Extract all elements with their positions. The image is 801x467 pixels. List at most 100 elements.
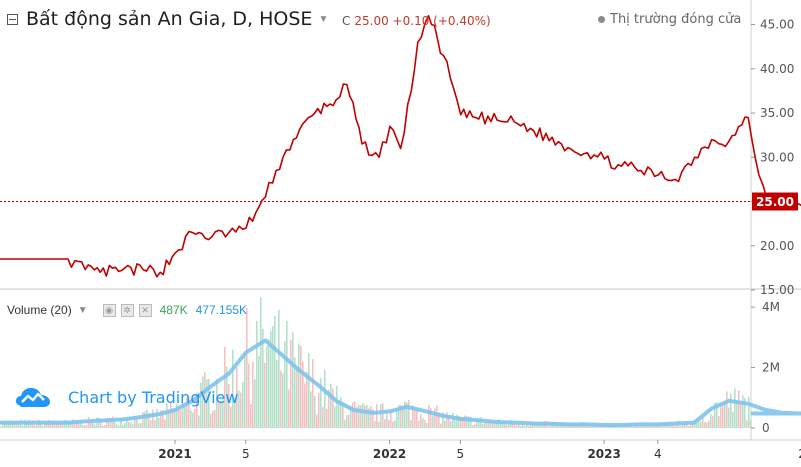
volume-label[interactable]: Volume (20) [7,303,72,317]
volume-bar [160,410,162,428]
volume-bar [434,408,436,428]
volume-bar [468,416,470,428]
volume-bar [404,401,406,428]
volume-bar [684,423,686,428]
volume-ma-value: 477.155K [195,303,248,317]
volume-bar [742,395,744,428]
volume-bar [176,403,178,428]
volume-bar [96,417,98,428]
chevron-down-icon[interactable]: ▼ [318,13,329,25]
volume-bar [300,345,302,428]
volume-bar [266,345,268,428]
close-icon[interactable]: ✕ [138,303,152,317]
volume-bar [30,423,32,428]
volume-bar [712,415,714,428]
volume-bar [320,378,322,428]
volume-bar [416,410,418,428]
symbol-legend[interactable]: Bất động sản An Gia, D, HOSE ▼ [7,8,328,30]
volume-bar [432,415,434,428]
price-axis[interactable]: 15.00 20.00 25.00 30.00 35.00 40.00 45.00 [751,18,794,297]
volume-bar [18,421,20,428]
volume-bar [472,425,474,428]
volume-bar [368,408,370,428]
gear-icon[interactable]: ✲ [120,303,134,317]
volume-bar [412,405,414,428]
volume-bar [342,402,344,428]
volume-legend[interactable]: Volume (20) ▼ ◉ ✲ ✕ 487K 477.155K [7,303,247,317]
collapse-icon[interactable] [7,13,18,25]
volume-bar [200,382,202,428]
volume-bar [318,392,320,428]
volume-bar [486,420,488,428]
volume-bar [512,423,514,428]
volume-bar [706,422,708,428]
chevron-down-icon[interactable]: ▼ [77,304,88,316]
volume-bar [298,343,300,428]
volume-bar [520,425,522,428]
volume-bar [230,406,232,428]
volume-bar [178,409,180,428]
volume-bar [44,422,46,428]
volume-bar [548,426,550,428]
volume-bar [36,423,38,428]
tradingview-logo-icon [16,388,50,407]
volume-bar [602,426,604,428]
volume-bar [220,400,222,428]
volume-bar [270,330,272,428]
volume-bar [458,415,460,428]
volume-bar [406,402,408,428]
time-tick-label: 5 [242,447,250,461]
volume-bar [314,395,316,428]
volume-bar [562,425,564,428]
volume-bar [740,404,742,428]
volume-bar [180,409,182,428]
time-tick-label: 2021 [158,447,191,461]
eye-icon[interactable]: ◉ [102,303,116,317]
volume-bar [518,423,520,428]
volume-bar [174,411,176,428]
volume-bar [622,426,624,428]
volume-bar [108,418,110,428]
symbol-title[interactable]: Bất động sản An Gia, D, HOSE [26,8,313,30]
volume-bar [730,393,732,428]
volume-bar [42,425,44,428]
volume-bar [340,397,342,428]
volume-bar [632,426,634,428]
volume-bar [218,402,220,428]
volume-bar [234,397,236,428]
volume-bar [306,372,308,428]
volume-bar [124,423,126,428]
volume-bar [460,416,462,428]
volume-bar [90,420,92,428]
volume-bar [726,391,728,428]
market-status-text: Thị trường đóng cửa [610,12,742,27]
volume-bar [504,421,506,428]
volume-axis[interactable]: 0 2M 4M [751,300,780,435]
volume-bar [254,379,256,428]
volume-bar [138,423,140,428]
volume-bar [532,422,534,428]
volume-bar [98,417,100,428]
volume-bar [132,424,134,428]
volume-bar [304,383,306,428]
volume-bar [698,418,700,428]
volume-bar [294,357,296,428]
time-axis[interactable]: 2021 5 2022 5 2023 4 20 [158,440,801,461]
volume-bar [380,404,382,428]
volume-bar [50,423,52,428]
volume-bar [732,411,734,428]
volume-bar [272,325,274,428]
volume-bar [708,420,710,428]
volume-bar [346,414,348,428]
quote-close-label: C [342,14,351,28]
volume-bar [222,397,224,428]
volume-bar [344,419,346,428]
volume-bar [198,415,200,428]
volume-bar [444,420,446,428]
volume-bar [456,414,458,428]
volume-bar [264,362,266,428]
volume-bar [494,423,496,428]
tradingview-watermark[interactable]: Chart by TradingView [16,384,238,410]
